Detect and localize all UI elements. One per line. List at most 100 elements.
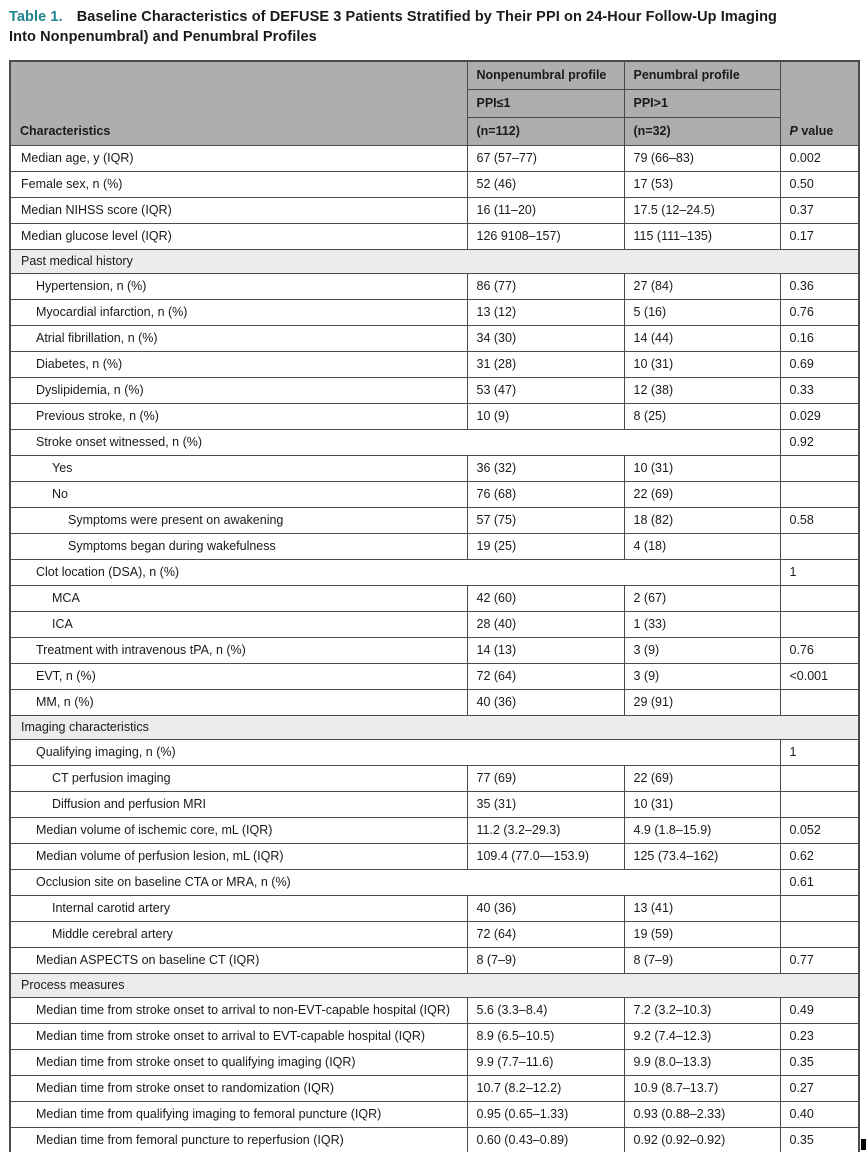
p-value-cell <box>779 764 860 792</box>
nonpenumbral-value-cell: 19 (25) <box>466 532 625 560</box>
p-value-cell <box>779 584 860 612</box>
nonpenumbral-value-cell: 9.9 (7.7–11.6) <box>466 1048 625 1076</box>
nonpenumbral-value-cell: 0.95 (0.65–1.33) <box>466 1100 625 1128</box>
table-number-label: Table 1. <box>9 9 63 25</box>
nonpenumbral-value-cell: 34 (30) <box>466 324 625 352</box>
section-label: Imaging characteristics <box>9 714 860 740</box>
penumbral-value-cell: 9.2 (7.4–12.3) <box>623 1022 781 1050</box>
nonpenumbral-value-cell: 31 (28) <box>466 350 625 378</box>
characteristic-cell: Median time from stroke onset to randomi… <box>9 1074 468 1102</box>
characteristic-cell: Treatment with intravenous tPA, n (%) <box>9 636 468 664</box>
nonpenumbral-value-cell: 36 (32) <box>466 454 625 482</box>
p-value-cell <box>779 454 860 482</box>
penumbral-value-cell: 8 (25) <box>623 402 781 430</box>
nonpenumbral-ppi-header: PPI≤1 <box>466 88 625 118</box>
section-row: Process measures <box>9 972 860 998</box>
nonpenumbral-value-cell: 11.2 (3.2–29.3) <box>466 816 625 844</box>
characteristic-cell: Median time from stroke onset to arrival… <box>9 996 468 1024</box>
characteristic-cell: Symptoms were present on awakening <box>9 506 468 534</box>
nonpenumbral-value-cell: 67 (57–77) <box>466 144 625 172</box>
p-value-cell: 1 <box>779 558 860 586</box>
nonpenumbral-value-cell: 28 (40) <box>466 610 625 638</box>
characteristic-cell: Yes <box>9 454 468 482</box>
characteristic-cell: Qualifying imaging, n (%) <box>9 738 781 766</box>
nonpenumbral-value-cell: 72 (64) <box>466 920 625 948</box>
table-row: ICA 28 (40) 1 (33) <box>9 610 860 638</box>
nonpenumbral-value-cell: 10.7 (8.2–12.2) <box>466 1074 625 1102</box>
characteristic-cell: Symptoms began during wakefulness <box>9 532 468 560</box>
nonpenumbral-value-cell: 35 (31) <box>466 790 625 818</box>
p-value-cell: 0.40 <box>779 1100 860 1128</box>
p-value-cell: 0.029 <box>779 402 860 430</box>
table-row: Median time from qualifying imaging to f… <box>9 1100 860 1128</box>
penumbral-value-cell: 2 (67) <box>623 584 781 612</box>
p-value-cell <box>779 790 860 818</box>
penumbral-value-cell: 10 (31) <box>623 454 781 482</box>
penumbral-value-cell: 79 (66–83) <box>623 144 781 172</box>
characteristic-cell: Diabetes, n (%) <box>9 350 468 378</box>
table-row: Middle cerebral artery 72 (64) 19 (59) <box>9 920 860 948</box>
characteristic-cell: Median time from stroke onset to qualify… <box>9 1048 468 1076</box>
p-value-cell: 0.37 <box>779 196 860 224</box>
penumbral-value-cell: 22 (69) <box>623 480 781 508</box>
penumbral-value-cell: 4.9 (1.8–15.9) <box>623 816 781 844</box>
p-value-cell: 0.58 <box>779 506 860 534</box>
table-row: Atrial fibrillation, n (%) 34 (30) 14 (44)… <box>9 324 860 352</box>
header-row-ppi: PPI≤1 PPI>1 <box>10 88 859 118</box>
penumbral-value-cell: 14 (44) <box>623 324 781 352</box>
penumbral-value-cell: 9.9 (8.0–13.3) <box>623 1048 781 1076</box>
characteristic-cell: Median age, y (IQR) <box>9 144 468 172</box>
p-value-cell <box>779 688 860 716</box>
penumbral-value-cell: 3 (9) <box>623 662 781 690</box>
p-value-cell: 0.35 <box>779 1048 860 1076</box>
table-row: Dyslipidemia, n (%) 53 (47) 12 (38) 0.33 <box>9 376 860 404</box>
characteristic-cell: Internal carotid artery <box>9 894 468 922</box>
nonpenumbral-value-cell: 53 (47) <box>466 376 625 404</box>
nonpenumbral-value-cell: 126 9108–157) <box>466 222 625 250</box>
nonpenumbral-value-cell: 8.9 (6.5–10.5) <box>466 1022 625 1050</box>
penumbral-value-cell: 115 (111–135) <box>623 222 781 250</box>
table-row: Median time from stroke onset to randomi… <box>9 1074 860 1102</box>
table-row: Median age, y (IQR) 67 (57–77) 79 (66–83) 0… <box>9 144 860 172</box>
page-edge-artifact <box>861 1139 866 1150</box>
characteristic-cell: Stroke onset witnessed, n (%) <box>9 428 781 456</box>
table-row: Treatment with intravenous tPA, n (%) 14 … <box>9 636 860 664</box>
table-header: Characteristics Nonpenumbral profile Pen… <box>9 60 860 146</box>
characteristic-cell: Female sex, n (%) <box>9 170 468 198</box>
table-row: Yes 36 (32) 10 (31) <box>9 454 860 482</box>
nonpenumbral-value-cell: 86 (77) <box>466 272 625 300</box>
p-value-cell: 0.002 <box>779 144 860 172</box>
table-row: Hypertension, n (%) 86 (77) 27 (84) 0.36 <box>9 272 860 300</box>
penumbral-value-cell: 3 (9) <box>623 636 781 664</box>
span-row: Qualifying imaging, n (%) 1 <box>9 738 860 766</box>
nonpenumbral-value-cell: 10 (9) <box>466 402 625 430</box>
penumbral-value-cell: 10 (31) <box>623 790 781 818</box>
table-title-line2: Into Nonpenumbral) and Penumbral Profile… <box>9 29 317 45</box>
p-value-header-cell: P value <box>779 60 860 146</box>
penumbral-value-cell: 17.5 (12–24.5) <box>623 196 781 224</box>
nonpenumbral-value-cell: 40 (36) <box>466 894 625 922</box>
characteristic-cell: Median volume of perfusion lesion, mL (I… <box>9 842 468 870</box>
table-row: Median time from stroke onset to arrival… <box>9 1022 860 1050</box>
nonpenumbral-value-cell: 40 (36) <box>466 688 625 716</box>
characteristic-cell: EVT, n (%) <box>9 662 468 690</box>
table-row: Diabetes, n (%) 31 (28) 10 (31) 0.69 <box>9 350 860 378</box>
penumbral-value-cell: 1 (33) <box>623 610 781 638</box>
p-value-cell: 0.76 <box>779 298 860 326</box>
penumbral-ppi-header: PPI>1 <box>623 88 781 118</box>
nonpenumbral-n-header: (n=112) <box>466 116 625 146</box>
nonpenumbral-value-cell: 5.6 (3.3–8.4) <box>466 996 625 1024</box>
penumbral-value-cell: 4 (18) <box>623 532 781 560</box>
table-row: MM, n (%) 40 (36) 29 (91) <box>9 688 860 716</box>
p-value-cell: 0.052 <box>779 816 860 844</box>
penumbral-value-cell: 17 (53) <box>623 170 781 198</box>
table-row: Diffusion and perfusion MRI 35 (31) 10 (31… <box>9 790 860 818</box>
penumbral-n-header: (n=32) <box>623 116 781 146</box>
table-row: No 76 (68) 22 (69) <box>9 480 860 508</box>
table-row: Median volume of ischemic core, mL (IQR)… <box>9 816 860 844</box>
nonpenumbral-value-cell: 42 (60) <box>466 584 625 612</box>
table-row: Median NIHSS score (IQR) 16 (11–20) 17.5 (… <box>9 196 860 224</box>
penumbral-value-cell: 0.92 (0.92–0.92) <box>623 1126 781 1152</box>
characteristic-cell: Median glucose level (IQR) <box>9 222 468 250</box>
nonpenumbral-value-cell: 14 (13) <box>466 636 625 664</box>
